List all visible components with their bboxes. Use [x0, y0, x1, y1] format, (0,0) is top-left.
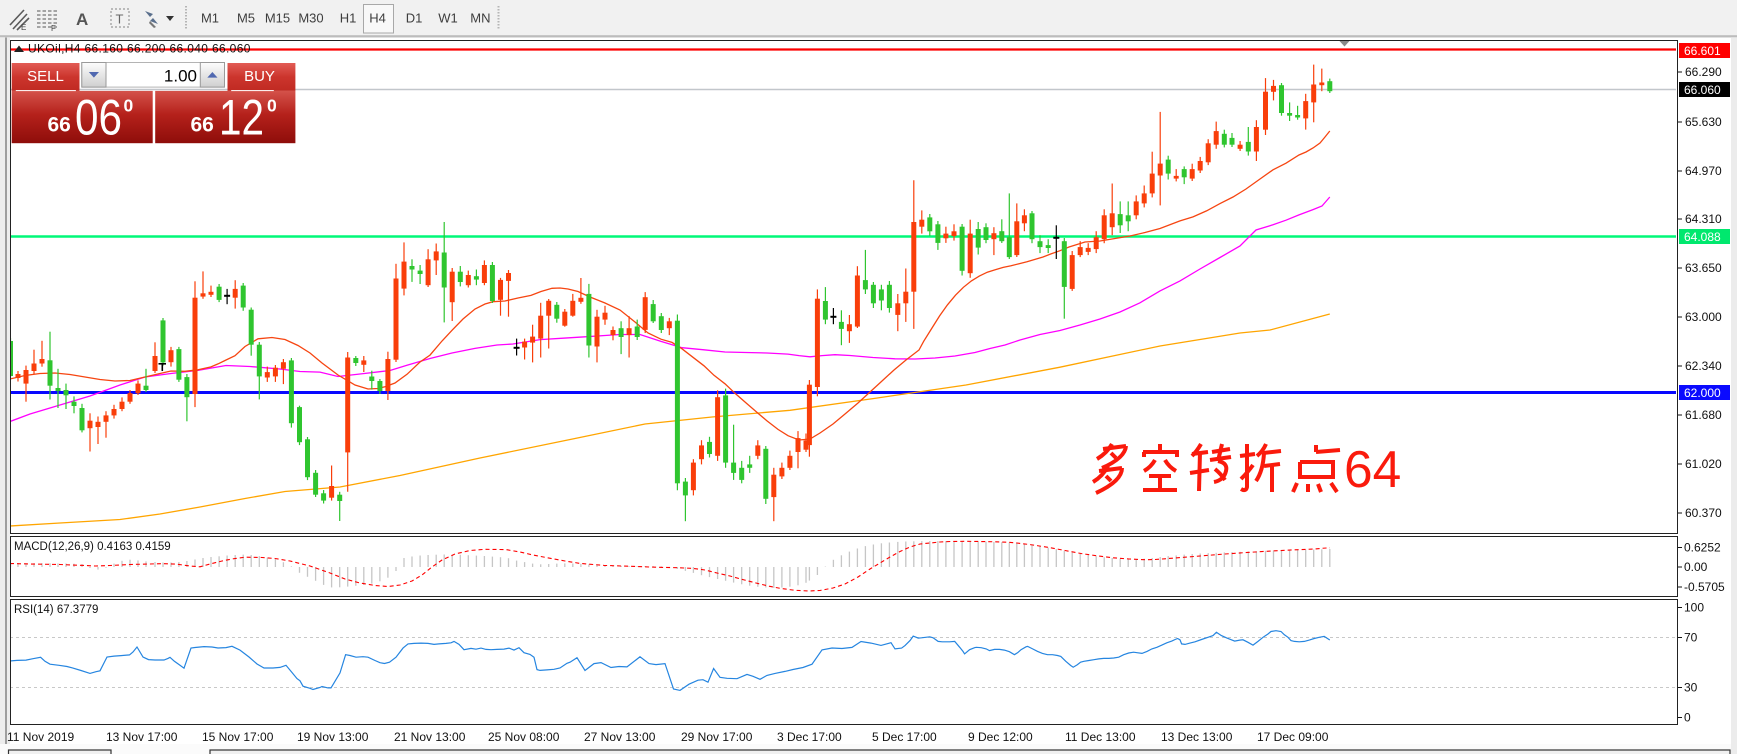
svg-text:H4: H4: [369, 11, 386, 26]
svg-text:66.060: 66.060: [1684, 83, 1721, 97]
svg-text:H1: H1: [340, 11, 357, 26]
svg-text:30: 30: [1684, 681, 1698, 695]
svg-text:29 Nov 17:00: 29 Nov 17:00: [681, 730, 753, 744]
svg-text:M30: M30: [298, 11, 323, 26]
svg-text:25 Nov 08:00: 25 Nov 08:00: [488, 730, 560, 744]
svg-text:21 Nov 13:00: 21 Nov 13:00: [394, 730, 466, 744]
svg-text:0: 0: [124, 96, 134, 116]
svg-text:63.000: 63.000: [1685, 310, 1722, 324]
svg-text:27 Nov 13:00: 27 Nov 13:00: [584, 730, 656, 744]
svg-text:63.650: 63.650: [1685, 261, 1722, 275]
svg-text:70: 70: [1684, 631, 1698, 645]
svg-text:06: 06: [75, 89, 122, 145]
svg-text:15 Nov 17:00: 15 Nov 17:00: [202, 730, 274, 744]
svg-text:64.088: 64.088: [1684, 230, 1721, 244]
svg-text:MN: MN: [470, 11, 490, 26]
svg-text:0: 0: [1684, 711, 1691, 725]
svg-text:MACD(12,26,9) 0.4163 0.4159: MACD(12,26,9) 0.4163 0.4159: [14, 541, 171, 553]
svg-text:F: F: [51, 24, 56, 33]
svg-text:A: A: [76, 10, 88, 29]
svg-text:65.630: 65.630: [1685, 115, 1722, 129]
svg-text:W1: W1: [438, 11, 458, 26]
svg-text:12: 12: [219, 89, 264, 145]
svg-text:64.970: 64.970: [1685, 164, 1722, 178]
svg-text:11 Dec 13:00: 11 Dec 13:00: [1065, 730, 1136, 744]
svg-text:UKOil,H4 66.160 66.200 66.040: UKOil,H4 66.160 66.200 66.040 66.060: [28, 42, 251, 56]
svg-text:61.020: 61.020: [1685, 457, 1722, 471]
svg-text:0.6252: 0.6252: [1684, 541, 1721, 555]
svg-text:64.310: 64.310: [1685, 212, 1722, 226]
svg-text:62.340: 62.340: [1685, 359, 1722, 373]
svg-text:62.000: 62.000: [1684, 386, 1721, 400]
svg-text:66: 66: [48, 114, 71, 137]
svg-text:-0.5705: -0.5705: [1684, 580, 1725, 594]
svg-text:M5: M5: [237, 11, 255, 26]
svg-text:T: T: [116, 12, 124, 27]
svg-text:SELL: SELL: [27, 68, 64, 85]
svg-text:E: E: [21, 23, 26, 32]
svg-text:60.370: 60.370: [1685, 506, 1722, 520]
svg-text:100: 100: [1684, 601, 1704, 615]
svg-text:11 Nov 2019: 11 Nov 2019: [7, 730, 74, 744]
svg-text:64: 64: [1344, 440, 1401, 498]
svg-text:61.680: 61.680: [1685, 408, 1722, 422]
svg-text:BUY: BUY: [244, 68, 275, 85]
svg-text:RSI(14) 67.3779: RSI(14) 67.3779: [14, 604, 98, 616]
svg-text:3 Dec 17:00: 3 Dec 17:00: [777, 730, 842, 744]
svg-text:19 Nov 13:00: 19 Nov 13:00: [297, 730, 369, 744]
svg-text:66.290: 66.290: [1685, 65, 1722, 79]
svg-text:D1: D1: [406, 11, 423, 26]
svg-text:M15: M15: [265, 11, 290, 26]
svg-text:0: 0: [267, 96, 277, 116]
svg-text:0.00: 0.00: [1684, 560, 1708, 574]
svg-text:9 Dec 12:00: 9 Dec 12:00: [968, 730, 1033, 744]
svg-text:13 Nov 17:00: 13 Nov 17:00: [106, 730, 178, 744]
svg-text:13 Dec 13:00: 13 Dec 13:00: [1161, 730, 1233, 744]
svg-text:M1: M1: [201, 11, 219, 26]
svg-text:66.601: 66.601: [1684, 44, 1721, 58]
svg-text:66: 66: [191, 114, 214, 137]
svg-text:1.00: 1.00: [164, 67, 197, 86]
svg-text:5 Dec 17:00: 5 Dec 17:00: [872, 730, 937, 744]
svg-text:17 Dec 09:00: 17 Dec 09:00: [1257, 730, 1329, 744]
